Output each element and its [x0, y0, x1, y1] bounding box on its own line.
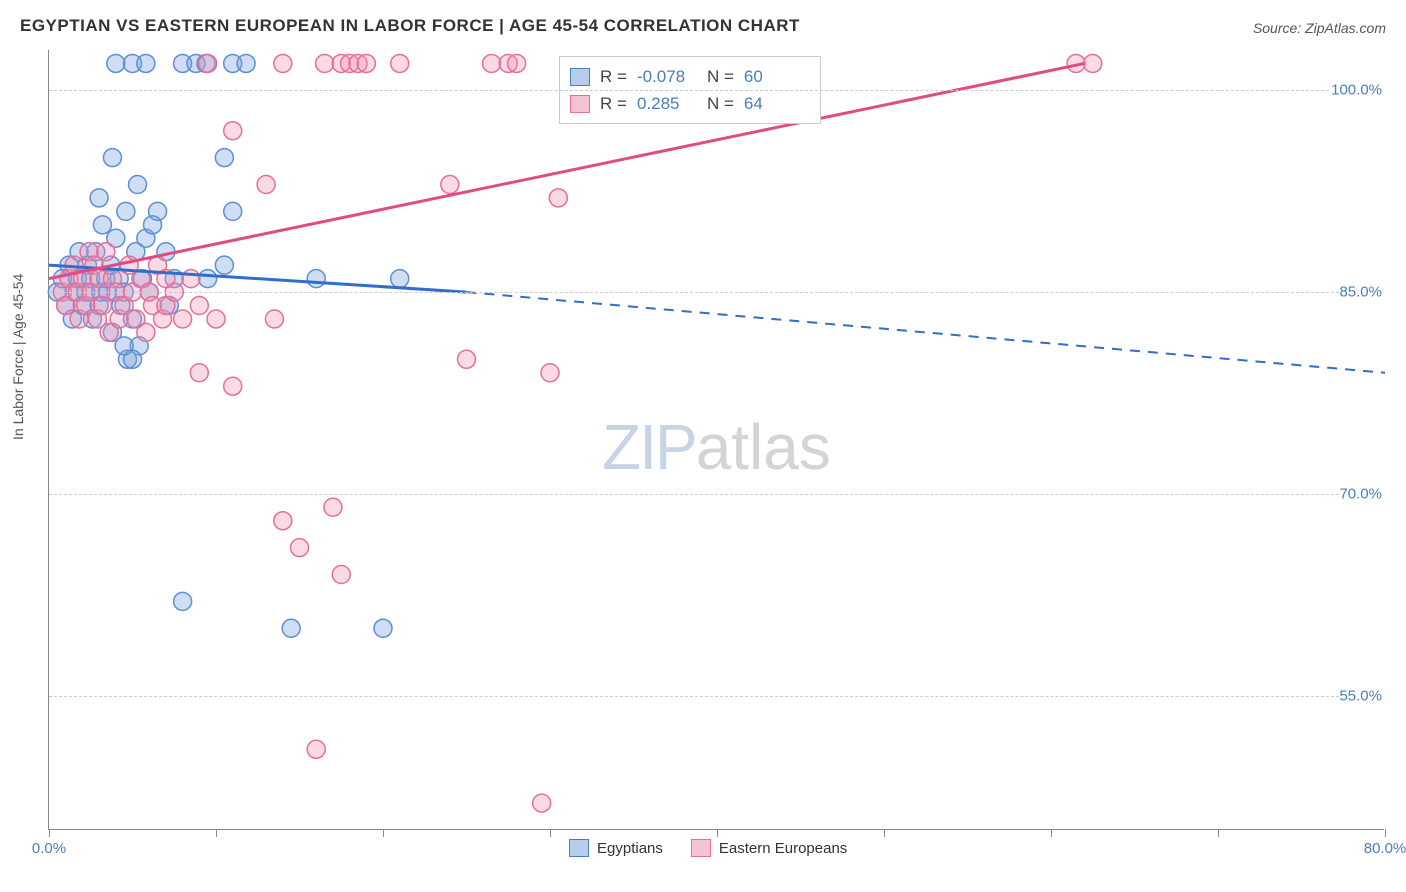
gridline-h	[49, 696, 1384, 697]
scatter-point	[316, 54, 334, 72]
x-tick	[216, 829, 217, 837]
stat-N-value-2: 64	[744, 90, 804, 117]
scatter-point	[117, 202, 135, 220]
chart-svg	[49, 50, 1384, 829]
scatter-point	[149, 202, 167, 220]
gridline-h	[49, 494, 1384, 495]
scatter-point	[97, 243, 115, 261]
scatter-point	[265, 310, 283, 328]
legend-label-series2: Eastern Europeans	[719, 840, 847, 857]
scatter-point	[103, 149, 121, 167]
stat-R-label: R =	[600, 90, 627, 117]
swatch-series1	[570, 68, 590, 86]
stat-N-label: N =	[707, 63, 734, 90]
regression-line-dashed	[467, 292, 1386, 373]
legend-item-series1: Egyptians	[569, 839, 663, 857]
y-tick-label: 100.0%	[1331, 82, 1386, 99]
y-tick-label: 70.0%	[1339, 485, 1386, 502]
scatter-point	[137, 323, 155, 341]
scatter-point	[391, 54, 409, 72]
scatter-point	[190, 364, 208, 382]
stats-row-series1: R = -0.078 N = 60	[570, 63, 804, 90]
scatter-point	[93, 297, 111, 315]
x-tick-label-left: 0.0%	[32, 840, 66, 857]
scatter-point	[549, 189, 567, 207]
scatter-point	[93, 216, 111, 234]
x-tick-label-right: 80.0%	[1364, 840, 1406, 857]
scatter-point	[274, 54, 292, 72]
scatter-point	[182, 270, 200, 288]
scatter-point	[332, 565, 350, 583]
legend-bottom: Egyptians Eastern Europeans	[569, 839, 847, 857]
scatter-point	[199, 270, 217, 288]
scatter-point	[541, 364, 559, 382]
scatter-point	[224, 377, 242, 395]
gridline-h	[49, 292, 1384, 293]
stat-R-label: R =	[600, 63, 627, 90]
scatter-point	[199, 54, 217, 72]
scatter-point	[357, 54, 375, 72]
stat-N-label: N =	[707, 90, 734, 117]
scatter-point	[190, 297, 208, 315]
scatter-point	[174, 592, 192, 610]
scatter-point	[483, 54, 501, 72]
scatter-point	[282, 619, 300, 637]
stat-R-value-1: -0.078	[637, 63, 697, 90]
swatch-series2	[570, 95, 590, 113]
y-tick-label: 55.0%	[1339, 687, 1386, 704]
scatter-point	[307, 270, 325, 288]
stats-row-series2: R = 0.285 N = 64	[570, 90, 804, 117]
scatter-point	[1084, 54, 1102, 72]
scatter-point	[207, 310, 225, 328]
scatter-point	[224, 122, 242, 140]
source-label: Source: ZipAtlas.com	[1253, 20, 1386, 36]
x-tick	[383, 829, 384, 837]
title-bar: EGYPTIAN VS EASTERN EUROPEAN IN LABOR FO…	[20, 16, 1386, 36]
scatter-point	[215, 149, 233, 167]
scatter-point	[508, 54, 526, 72]
legend-label-series1: Egyptians	[597, 840, 663, 857]
scatter-point	[257, 175, 275, 193]
legend-swatch-series1	[569, 839, 589, 857]
x-tick	[49, 829, 50, 837]
x-tick	[717, 829, 718, 837]
scatter-point	[307, 740, 325, 758]
x-tick	[1218, 829, 1219, 837]
y-axis-label: In Labor Force | Age 45-54	[10, 274, 26, 440]
scatter-point	[224, 202, 242, 220]
scatter-point	[441, 175, 459, 193]
scatter-point	[107, 54, 125, 72]
legend-swatch-series2	[691, 839, 711, 857]
scatter-point	[533, 794, 551, 812]
scatter-point	[129, 175, 147, 193]
scatter-point	[458, 350, 476, 368]
scatter-point	[90, 189, 108, 207]
scatter-point	[291, 539, 309, 557]
stat-R-value-2: 0.285	[637, 90, 697, 117]
scatter-point	[237, 54, 255, 72]
scatter-point	[374, 619, 392, 637]
chart-title: EGYPTIAN VS EASTERN EUROPEAN IN LABOR FO…	[20, 16, 800, 36]
scatter-point	[174, 310, 192, 328]
scatter-point	[215, 256, 233, 274]
y-tick-label: 85.0%	[1339, 284, 1386, 301]
scatter-point	[324, 498, 342, 516]
x-tick	[1385, 829, 1386, 837]
chart-plot-area: R = -0.078 N = 60 R = 0.285 N = 64 ZIPat…	[48, 50, 1384, 830]
x-tick	[884, 829, 885, 837]
scatter-point	[115, 337, 133, 355]
gridline-h	[49, 90, 1384, 91]
x-tick	[1051, 829, 1052, 837]
scatter-point	[137, 54, 155, 72]
scatter-point	[274, 512, 292, 530]
x-tick	[550, 829, 551, 837]
scatter-point	[391, 270, 409, 288]
stat-N-value-1: 60	[744, 63, 804, 90]
legend-item-series2: Eastern Europeans	[691, 839, 847, 857]
